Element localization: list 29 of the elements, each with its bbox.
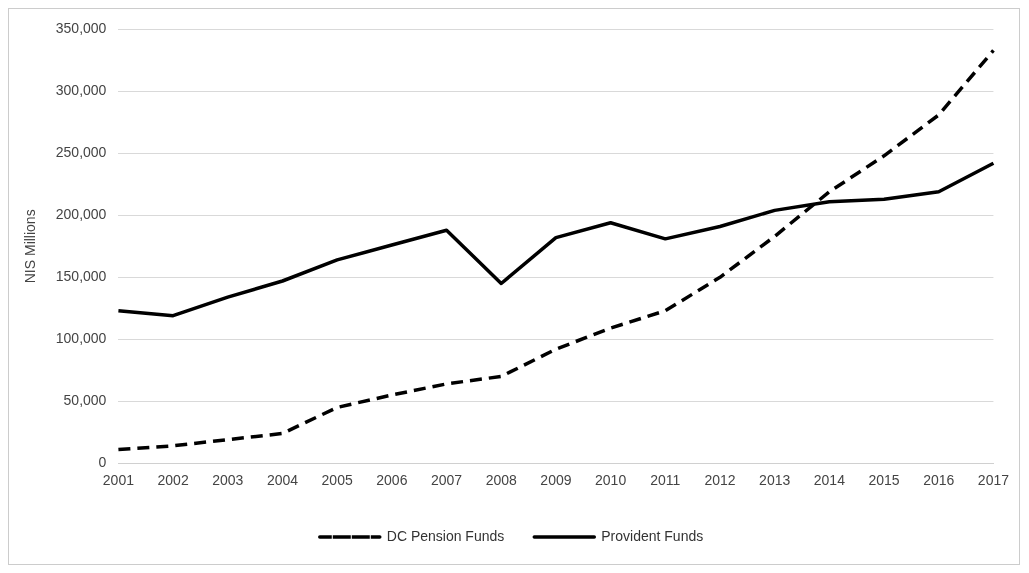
y-tick-label: 350,000	[55, 20, 107, 37]
y-tick-label: 100,000	[55, 330, 107, 347]
x-tick-label: 2002	[157, 472, 189, 489]
x-tick-label: 2012	[704, 472, 736, 489]
y-tick-label: 250,000	[55, 144, 107, 161]
x-tick-label: 2007	[430, 472, 463, 489]
x-tick-label: 2015	[868, 472, 900, 489]
y-tick-label: 150,000	[55, 268, 107, 285]
x-tick-label: 2009	[540, 472, 572, 489]
x-tick-label: 2013	[759, 472, 791, 489]
x-tick-label: 2017	[977, 472, 1010, 489]
x-tick-label: 2016	[923, 472, 955, 489]
x-tick-label: 2011	[650, 472, 681, 489]
y-tick-label: 200,000	[55, 206, 107, 223]
x-tick-label: 2005	[321, 472, 353, 489]
x-tick-label: 2003	[212, 472, 244, 489]
y-tick-label: 0	[98, 454, 107, 471]
y-axis-title: NIS Millions	[22, 209, 39, 284]
x-tick-label: 2014	[813, 472, 846, 489]
y-tick-label: 300,000	[55, 82, 107, 99]
legend-label: DC Pension Funds	[386, 527, 505, 544]
line-series	[116, 48, 996, 452]
legend-label: Provident Funds	[601, 527, 704, 544]
x-tick-label: 2008	[485, 472, 518, 489]
x-tick-label: 2004	[266, 472, 299, 489]
x-tick-label: 2010	[595, 472, 627, 489]
y-tick-label: 50,000	[63, 392, 107, 409]
x-tick-label: 2006	[376, 472, 408, 489]
x-tick-label: 2001	[102, 472, 135, 489]
